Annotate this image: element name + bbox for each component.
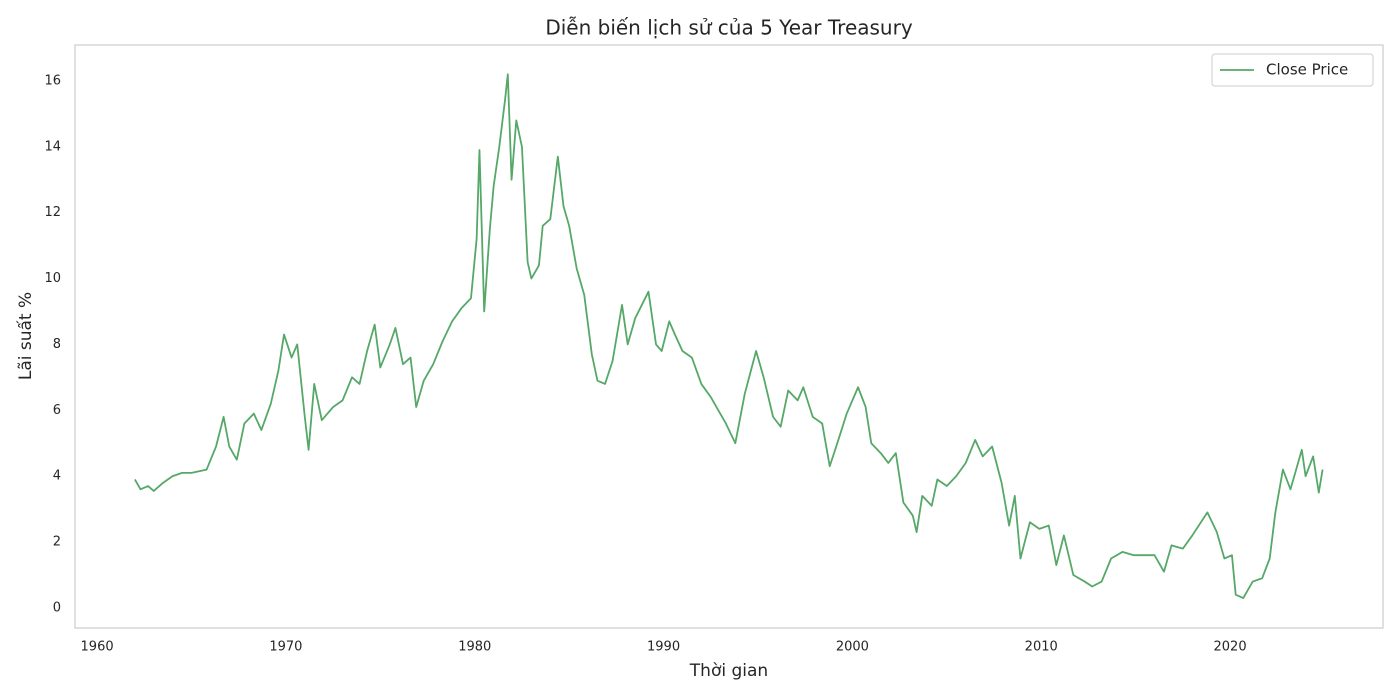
y-tick-label: 2: [53, 535, 61, 550]
y-axis-label: Lãi suất %: [15, 292, 36, 380]
x-tick-label: 1960: [81, 640, 114, 655]
x-tick-label: 1970: [269, 640, 302, 655]
legend-box: [1211, 53, 1374, 87]
x-axis-label: Thời gian: [689, 661, 768, 681]
y-tick-label: 4: [53, 469, 61, 484]
y-tick-label: 14: [44, 139, 61, 154]
x-tick-label: 1980: [458, 640, 491, 655]
y-tick-label: 12: [44, 205, 61, 220]
y-tick-label: 8: [53, 337, 61, 352]
y-tick-label: 10: [44, 271, 61, 286]
line: [134, 73, 1324, 599]
y-tick-label: 16: [44, 73, 61, 88]
x-tick-label: 2010: [1025, 640, 1058, 655]
x-tick-label: 1990: [647, 640, 680, 655]
y-tick-label: 0: [53, 600, 61, 615]
x-tick-label: 2020: [1214, 640, 1247, 655]
chart-title: Diễn biến lịch sử của 5 Year Treasury: [545, 16, 912, 40]
legend-label: Close Price: [1266, 61, 1348, 79]
plot-frame: [74, 44, 1384, 629]
x-tick-label: 2000: [836, 640, 869, 655]
y-tick-label: 6: [53, 403, 61, 418]
